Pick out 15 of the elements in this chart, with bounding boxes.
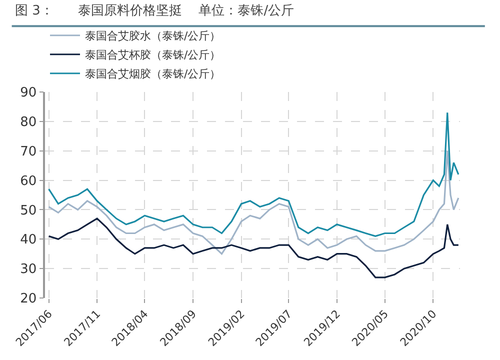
line-series [48,150,460,255]
legend-label: 泰国合艾杯胶（泰铢/公斤） [85,48,221,62]
legend-label: 泰国合艾胶水（泰铢/公斤） [85,30,221,43]
y-tick-label: 30 [20,262,37,278]
line-series [48,218,460,278]
chart-title: 图 3： 泰国原料价格坚挺 单位：泰铢/公斤 [15,4,294,18]
legend-label: 泰国合艾烟胶（泰铢/公斤） [85,68,221,81]
y-tick-label: 80 [20,114,37,130]
line-series [48,112,460,237]
y-tick-label: 90 [20,86,37,101]
y-tick-label: 60 [20,174,37,189]
y-tick-label: 40 [20,232,37,248]
y-tick-label: 50 [20,203,37,218]
y-tick-label: 20 [20,292,37,307]
y-tick-label: 70 [20,144,37,160]
